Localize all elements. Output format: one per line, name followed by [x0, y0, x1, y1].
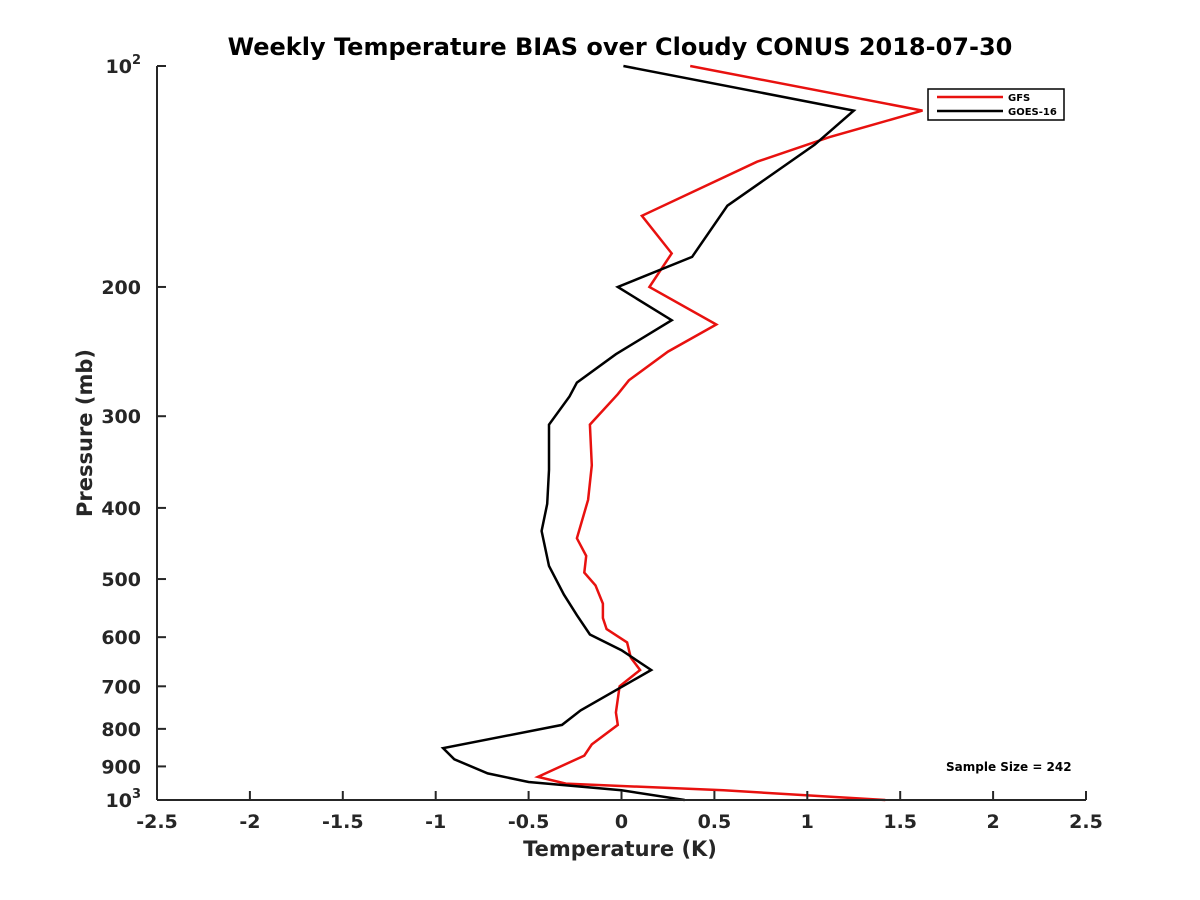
y-tick-label: 103 — [106, 787, 142, 812]
y-tick-label: 200 — [101, 277, 141, 299]
x-tick-label: -1 — [425, 811, 446, 833]
y-tick-label: 102 — [106, 53, 142, 78]
x-tick-label: -1.5 — [322, 811, 364, 833]
sample-size-annotation: Sample Size = 242 — [946, 760, 1072, 774]
chart-title: Weekly Temperature BIAS over Cloudy CONU… — [228, 33, 1013, 61]
y-tick-label: 700 — [101, 676, 141, 698]
legend-label-goes16: GOES-16 — [1008, 107, 1057, 118]
x-tick-label: 1.5 — [883, 811, 917, 833]
y-tick-label: 600 — [101, 627, 141, 649]
y-tick-label: 300 — [101, 406, 141, 428]
x-tick-label: -2 — [239, 811, 260, 833]
y-axis-label: Pressure (mb) — [73, 349, 97, 517]
y-tick-label: 400 — [101, 498, 141, 520]
x-tick-label: -0.5 — [508, 811, 550, 833]
x-tick-label: -2.5 — [136, 811, 178, 833]
x-tick-label: 1 — [801, 811, 814, 833]
y-tick-label: 800 — [101, 719, 141, 741]
x-axis-ticks: -2.5 -2 -1.5 -1 -0.5 0 0.5 1 1.5 2 2.5 — [136, 791, 1103, 833]
series-line-goes16 — [440, 64, 857, 802]
legend-label-gfs: GFS — [1008, 93, 1030, 104]
y-tick-label: 900 — [101, 756, 141, 778]
x-tick-label: 0.5 — [698, 811, 732, 833]
y-tick-label: 500 — [101, 569, 141, 591]
y-axis-ticks: 102 200 300 400 500 600 700 800 900 103 — [101, 53, 166, 812]
legend-box — [927, 88, 1065, 121]
x-axis-label: Temperature (K) — [523, 837, 717, 861]
x-tick-label: 0 — [615, 811, 628, 833]
x-tick-label: 2 — [986, 811, 999, 833]
plot-lines — [440, 64, 923, 802]
series-line-gfs — [534, 64, 923, 802]
x-tick-label: 2.5 — [1069, 811, 1103, 833]
legend: GFS GOES-16 — [927, 88, 1065, 121]
